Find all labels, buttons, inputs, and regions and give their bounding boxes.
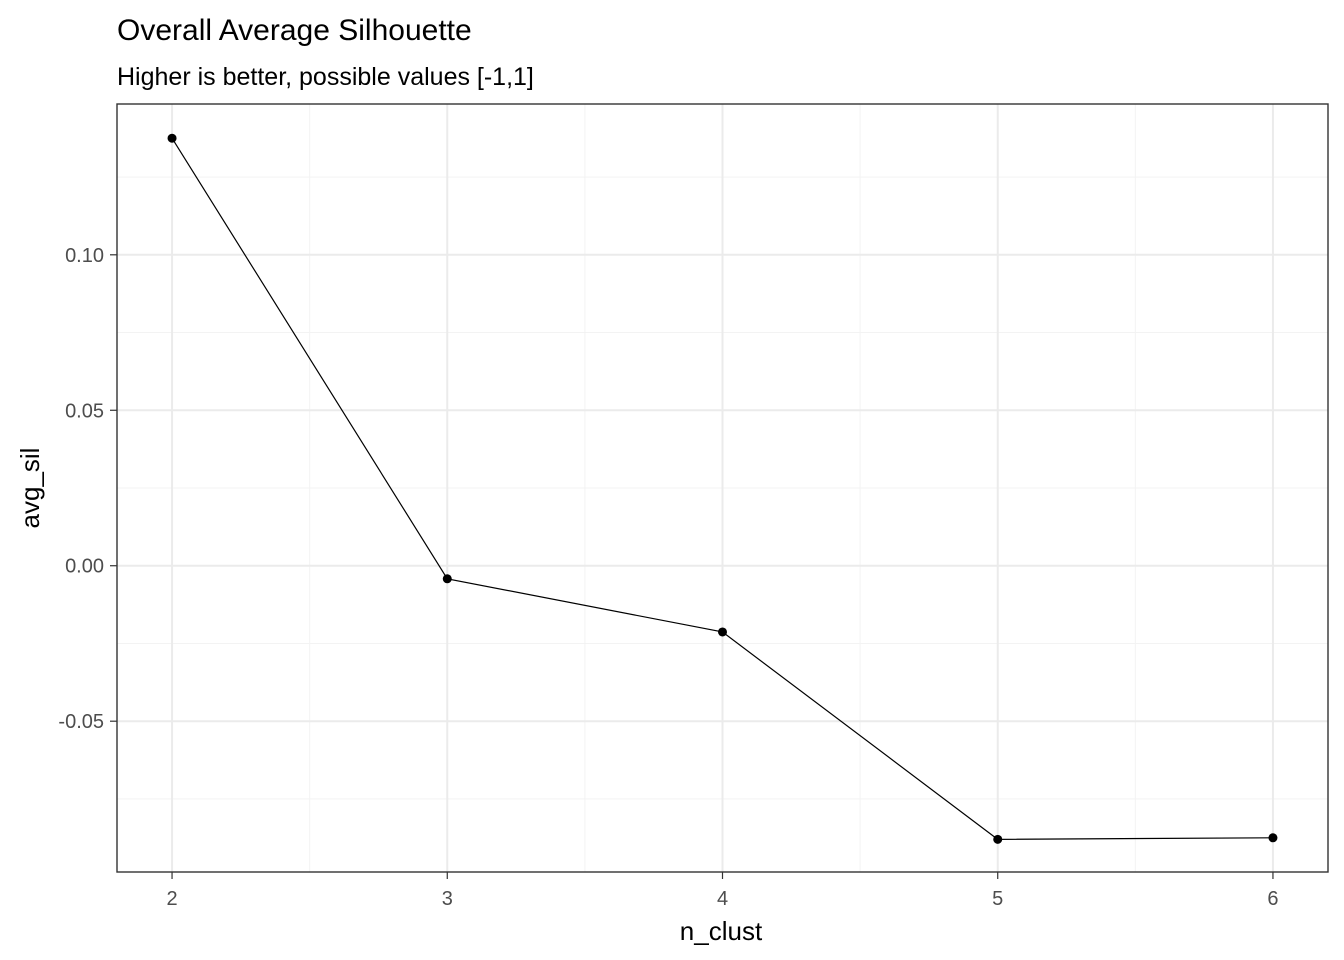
y-tick-label-0: -0.05 <box>58 711 104 733</box>
x-axis-ticks: 2 3 4 5 6 <box>166 872 1279 910</box>
data-point-0-3 <box>993 834 1003 844</box>
chart-subtitle: Higher is better, possible values [-1,1] <box>117 63 534 91</box>
x-tick-label-3: 5 <box>992 888 1003 910</box>
data-point-0-2 <box>718 627 727 637</box>
y-tick-label-3: 0.10 <box>65 245 104 267</box>
data-point-0-1 <box>442 574 452 584</box>
x-tick-label-0: 2 <box>166 888 177 910</box>
x-axis-title: n_clust <box>680 916 763 946</box>
x-tick-label-1: 3 <box>442 888 453 910</box>
x-tick-label-4: 6 <box>1267 888 1278 910</box>
data-point-0-4 <box>1268 833 1278 843</box>
chart-title: Overall Average Silhouette <box>117 14 472 47</box>
x-tick-label-2: 4 <box>717 888 728 910</box>
y-axis-title: avg_sil <box>15 448 45 529</box>
data-point-0-0 <box>167 133 177 143</box>
y-axis-ticks: -0.05 0.00 0.05 0.10 <box>58 245 117 733</box>
y-tick-label-1: 0.00 <box>65 556 104 578</box>
series-layer <box>167 133 1278 844</box>
y-tick-label-2: 0.05 <box>65 400 104 422</box>
grid-major <box>117 104 1328 872</box>
